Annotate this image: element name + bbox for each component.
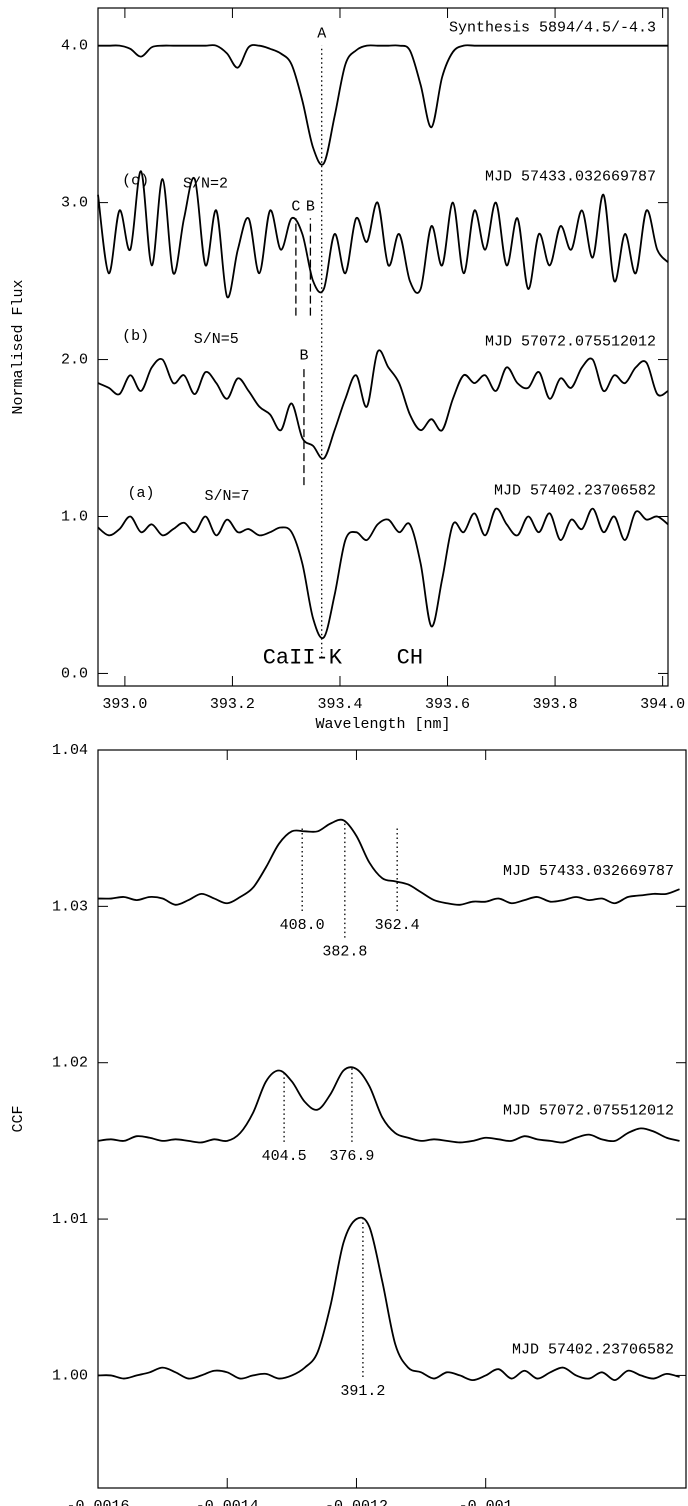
y-axis-label: Normalised Flux: [10, 279, 27, 414]
x-tick-label: 393.8: [533, 696, 578, 713]
annotation: S/N=2: [183, 176, 228, 193]
marker-label: 408.0: [280, 917, 325, 934]
y-tick-label: 1.04: [52, 742, 88, 759]
marker-label: A: [317, 26, 326, 43]
plot-frame: [97, 7, 669, 687]
line-id: CaII-K: [263, 646, 343, 671]
marker-label: B: [299, 347, 308, 364]
marker-label: 404.5: [262, 1148, 307, 1165]
x-tick-label: 393.0: [102, 696, 147, 713]
annotation: S/N=7: [205, 488, 250, 505]
x-tick-label: 393.2: [210, 696, 255, 713]
y-tick-label: 3.0: [61, 195, 88, 212]
y-tick-label: 1.0: [61, 508, 88, 525]
marker-label: 362.4: [375, 917, 420, 934]
series-label: Synthesis 5894/4.5/-4.3: [449, 20, 656, 37]
y-tick-label: 1.03: [52, 898, 88, 915]
y-tick-label: 1.00: [52, 1367, 88, 1384]
x-tick-label: 393.6: [425, 696, 470, 713]
series-line: [97, 349, 669, 460]
y-tick-label: 4.0: [61, 38, 88, 55]
x-tick-label: -0.0016: [66, 1498, 129, 1506]
series-label: MJD 57433.032669787: [503, 863, 674, 880]
marker-label: C: [291, 198, 300, 215]
x-tick-label: -0.0012: [325, 1498, 388, 1506]
series-label: MJD 57402.23706582: [512, 1342, 674, 1359]
x-tick-label: -0.0014: [196, 1498, 259, 1506]
annotation: (b): [122, 328, 149, 345]
series-label: MJD 57433.032669787: [485, 169, 656, 186]
marker-label: 391.2: [340, 1383, 385, 1400]
plot-frame: [97, 749, 687, 1489]
annotation: (c): [122, 173, 149, 190]
marker-label: 382.8: [322, 944, 367, 961]
series-line: [97, 507, 669, 640]
x-tick-label: 394.0: [640, 696, 685, 713]
series-line: [97, 1216, 680, 1382]
series-label: MJD 57072.075512012: [485, 334, 656, 351]
x-axis-label: Wavelength [nm]: [315, 716, 450, 733]
marker-label: B: [306, 198, 315, 215]
y-tick-label: 1.01: [52, 1211, 88, 1228]
series-line: [97, 170, 669, 299]
series-line: [98, 44, 668, 166]
y-tick-label: 2.0: [61, 352, 88, 369]
y-axis-label: CCF: [10, 1105, 27, 1132]
y-tick-label: 1.02: [52, 1055, 88, 1072]
series-label: MJD 57402.23706582: [494, 483, 656, 500]
series-line: [97, 818, 680, 906]
x-tick-label: -0.001: [459, 1498, 513, 1506]
y-tick-label: 0.0: [61, 665, 88, 682]
line-id: CH: [397, 646, 423, 671]
series-line: [97, 1066, 680, 1144]
series-label: MJD 57072.075512012: [503, 1102, 674, 1119]
annotation: (a): [128, 485, 155, 502]
annotation: S/N=5: [194, 331, 239, 348]
x-tick-label: 393.4: [317, 696, 362, 713]
marker-label: 376.9: [329, 1148, 374, 1165]
